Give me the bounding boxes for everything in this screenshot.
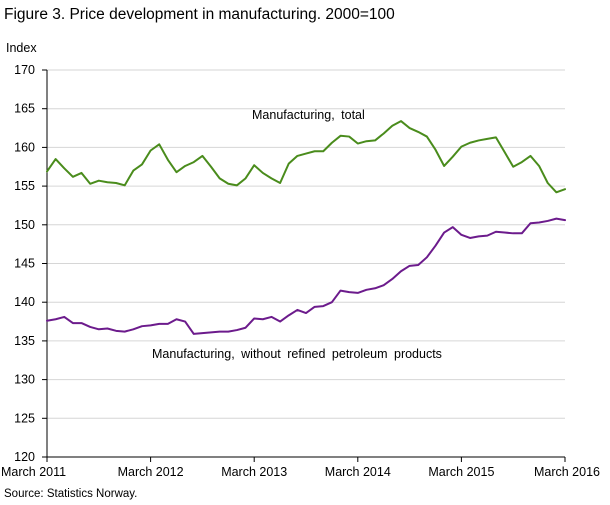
y-tick-label: 170 — [14, 63, 35, 77]
y-tick-label: 130 — [14, 373, 35, 387]
page-title: Figure 3. Price development in manufactu… — [4, 6, 395, 23]
x-tick-label: March 2014 — [325, 465, 391, 479]
y-tick-labels: 120 125 130 135 140 145 150 155 160 165 170 — [14, 63, 35, 464]
y-tick-label: 125 — [14, 411, 35, 425]
axes — [42, 69, 566, 462]
y-tick-label: 120 — [14, 450, 35, 464]
y-tick-label: 135 — [14, 334, 35, 348]
source-note: Source: Statistics Norway. — [4, 488, 138, 500]
y-tick-label: 155 — [14, 179, 35, 193]
series-label-without-petroleum: Manufacturing, without refined petroleum… — [152, 347, 442, 361]
series-label-total: Manufacturing, total — [252, 108, 365, 122]
x-tick-labels: March 2011 March 2012 March 2013 March 2014… — [1, 465, 600, 479]
series-lines — [46, 120, 566, 335]
x-tick-label: March 2011 — [1, 465, 66, 479]
x-tick-label: March 2016 — [534, 465, 600, 479]
y-tick-label: 145 — [14, 257, 35, 271]
grid-lines — [47, 69, 565, 419]
x-tick-label: March 2013 — [221, 465, 287, 479]
series-line-without-petroleum — [46, 217, 566, 335]
y-tick-label: 165 — [14, 102, 35, 116]
y-axis-title: Index — [6, 41, 37, 55]
y-tick-label: 160 — [14, 140, 35, 154]
y-tick-label: 140 — [14, 295, 35, 309]
series-line-total — [46, 120, 566, 194]
y-tick-label: 150 — [14, 218, 35, 232]
x-tick-label: March 2012 — [118, 465, 184, 479]
x-tick-label: March 2015 — [428, 465, 494, 479]
